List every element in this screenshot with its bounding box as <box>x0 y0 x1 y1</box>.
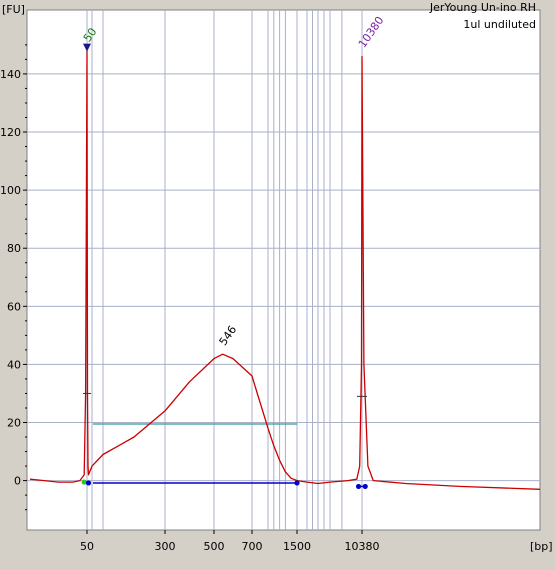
x-tick-label: 1500 <box>283 540 311 553</box>
smear-start-dot <box>85 480 92 486</box>
x-tick-label: 700 <box>242 540 263 553</box>
grid <box>23 10 540 534</box>
y-tick-label: 140 <box>0 68 21 81</box>
x-tick-label: 500 <box>204 540 225 553</box>
y-tick-label: 80 <box>7 242 21 255</box>
x-tick-label: 50 <box>80 540 94 553</box>
plot-area <box>26 9 541 531</box>
y-tick-label: 60 <box>7 300 21 313</box>
y-tick-label: 0 <box>14 475 21 488</box>
x-unit-label: [bp] <box>530 540 553 553</box>
upper-end-dot <box>362 483 368 490</box>
x-tick-label: 300 <box>155 540 176 553</box>
lower-marker-start-dot <box>81 479 87 485</box>
marker-layer <box>81 43 368 490</box>
smear-end-dot <box>294 480 300 486</box>
upper-start-dot <box>355 483 362 490</box>
sample-title: JerYoung Un-ino RH <box>429 1 536 14</box>
lower-marker-triangle-icon <box>83 43 91 52</box>
y-tick-label: 100 <box>0 184 21 197</box>
sample-subtitle: 1ul undiluted <box>463 18 536 31</box>
x-tick-label: 10380 <box>345 540 380 553</box>
y-unit-label: [FU] <box>2 3 25 16</box>
y-tick-label: 20 <box>7 417 21 430</box>
y-tick-label: 120 <box>0 126 21 139</box>
y-tick-label: 40 <box>7 358 21 371</box>
